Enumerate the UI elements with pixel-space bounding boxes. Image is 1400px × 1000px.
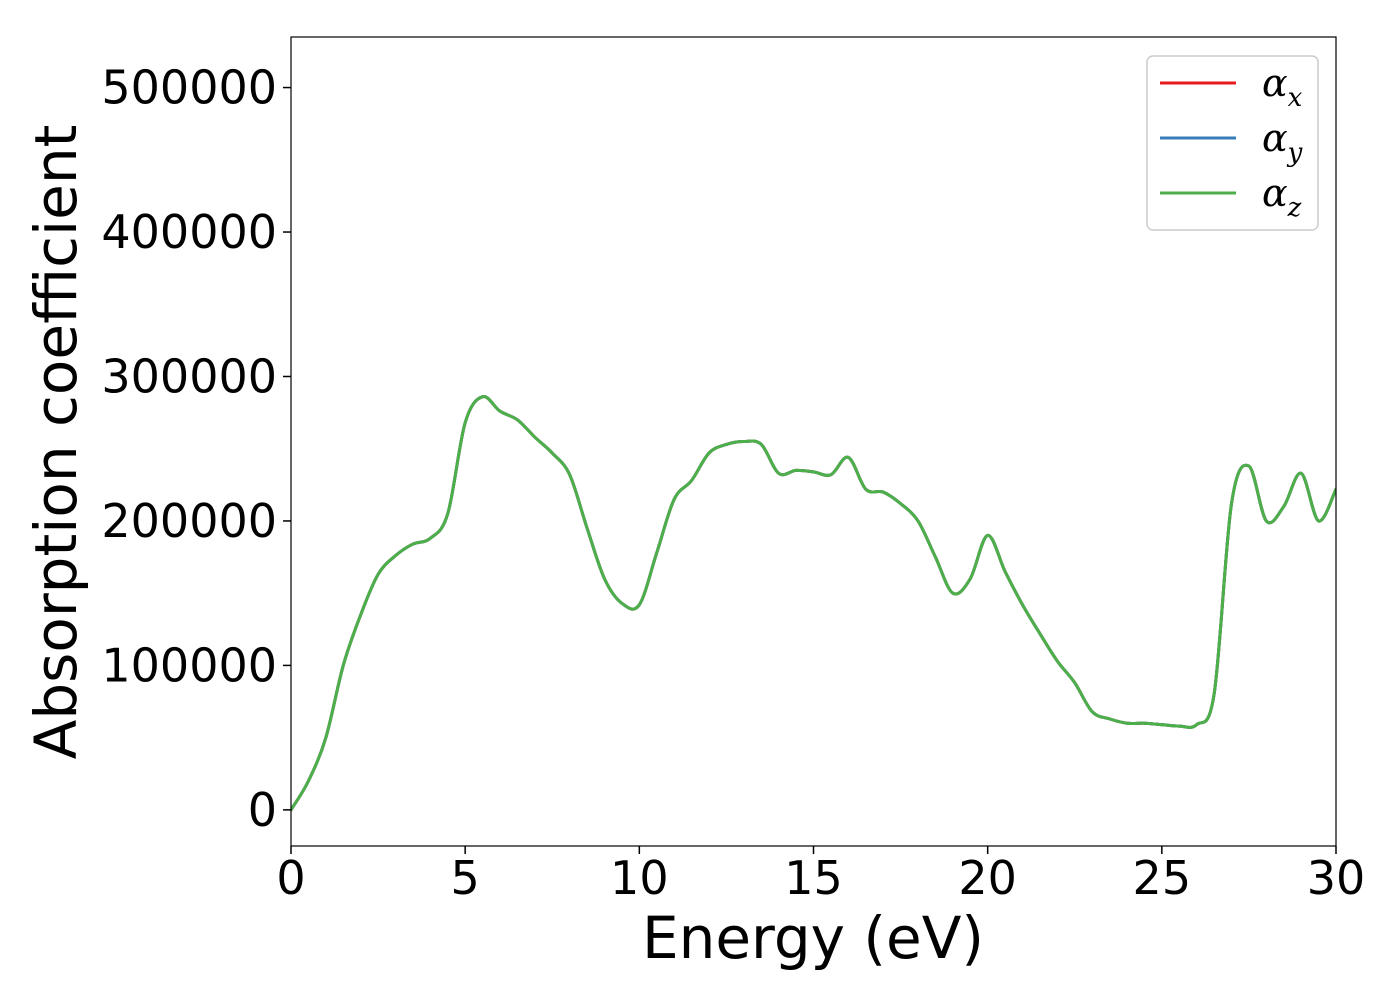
legend-box — [1146, 55, 1319, 231]
x-tick-label: 15 — [784, 851, 843, 905]
x-tick-label: 10 — [610, 851, 669, 905]
series-lines — [291, 395, 1336, 812]
series-line-alpha-x — [291, 395, 1336, 812]
y-tick-label: 300000 — [101, 349, 277, 403]
y-tick-label: 0 — [248, 783, 277, 837]
y-tick-label: 400000 — [101, 205, 277, 259]
x-tick-label: 0 — [276, 851, 305, 905]
series-line-alpha-z — [291, 395, 1336, 812]
x-axis: 0 5 10 15 20 25 30 — [276, 846, 1365, 905]
x-tick-label: 25 — [1133, 851, 1192, 905]
y-tick-label: 200000 — [101, 494, 277, 548]
y-axis-title: Absorption coefficient — [22, 125, 90, 760]
series-line-alpha-y — [291, 395, 1336, 812]
y-tick-label: 500000 — [101, 61, 277, 115]
y-tick-label: 100000 — [101, 638, 277, 692]
x-tick-label: 30 — [1307, 851, 1366, 905]
y-axis: 0 100000 200000 300000 400000 500000 — [101, 61, 291, 837]
x-axis-title: Energy (eV) — [642, 904, 984, 972]
x-tick-label: 20 — [958, 851, 1017, 905]
x-tick-label: 5 — [451, 851, 480, 905]
